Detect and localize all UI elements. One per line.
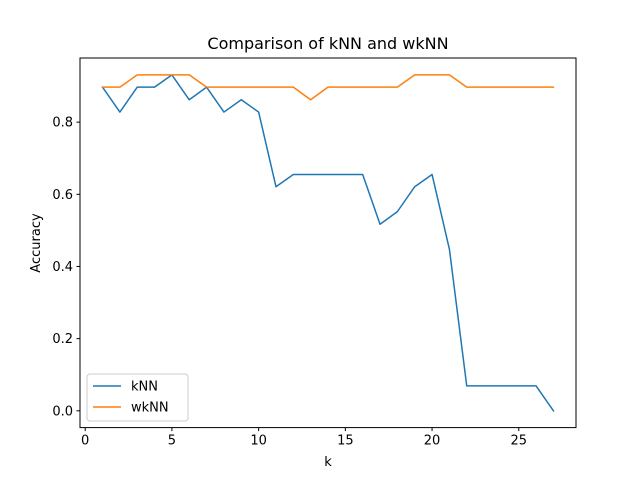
x-tick-label: 15 [337,434,354,449]
y-tick-label: 0.6 [52,188,73,203]
y-tick-label: 0.8 [52,116,73,131]
y-axis: 0.0 0.2 0.4 0.6 0.8 [52,116,80,419]
y-tick-label: 0.4 [52,260,73,275]
x-tick-label: 0 [81,434,89,449]
x-axis: 0 5 10 15 20 25 [81,427,527,449]
plot-area [101,74,555,412]
x-tick-label: 10 [250,434,267,449]
x-axis-label: k [324,455,332,470]
legend-label-wknn: wkNN [131,401,169,416]
x-tick-label: 5 [168,434,176,449]
y-axis-label: Accuracy [29,213,44,273]
series-line-knn [101,74,555,412]
y-tick-label: 0.2 [52,332,73,347]
x-tick-label: 25 [510,434,527,449]
y-tick-label: 0.0 [52,404,73,419]
chart-title: Comparison of kNN and wkNN [207,34,448,53]
series-line-wknn [101,74,555,101]
legend-label-knn: kNN [131,380,158,395]
axes-frame [79,57,577,429]
legend: kNN wkNN [86,373,189,422]
x-tick-label: 20 [424,434,441,449]
